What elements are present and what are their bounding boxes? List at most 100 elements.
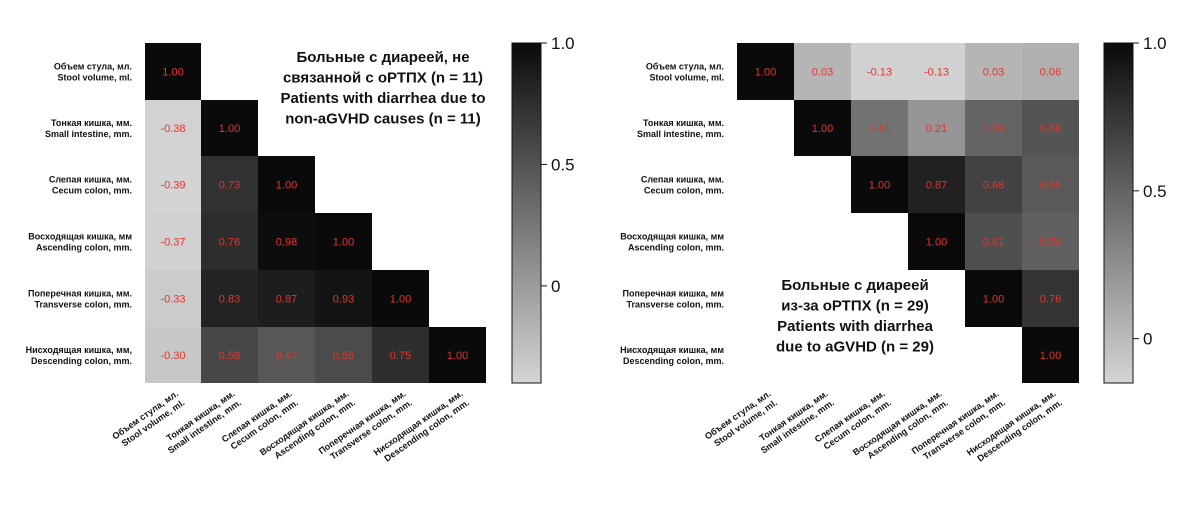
heatmap-cell (315, 270, 372, 327)
cell-value-label: 0.55 (333, 350, 354, 362)
cell-value-label: -0.38 (160, 123, 185, 135)
heatmap-cell (258, 270, 315, 327)
heatmap-cell (372, 270, 429, 327)
heatmap-cell (1022, 327, 1079, 383)
cell-value-label: 1.00 (926, 237, 947, 249)
column-labels: Объем стула, мл.Stool volume, ml.Тонкая … (110, 388, 471, 463)
cell-value-label: 0.93 (333, 294, 354, 306)
cell-value-label: 0.49 (983, 123, 1004, 135)
row-label: Тонкая кишка, мм. Small intestine, mm. (45, 118, 132, 139)
heatmap-cell (965, 43, 1022, 100)
cell-value-label: 0.83 (219, 294, 240, 306)
row-label: Нисходящая кишка, мм Descending colon, mm… (620, 345, 724, 366)
cell-value-label: 0.76 (219, 237, 240, 249)
colorbar-tick-label: 1.0 (1143, 34, 1167, 53)
heatmap-cell (908, 43, 965, 100)
row-label: Объем стула, мл. Stool volume, ml. (646, 62, 724, 83)
heatmap-cell (908, 213, 965, 270)
heatmap-cell (1022, 43, 1079, 100)
row-labels: Объем стула, мл. Stool volume, ml. Тонкая … (26, 62, 133, 367)
heatmap-cell (794, 100, 851, 156)
heatmap-cell (201, 270, 258, 327)
row-label: Слепая кишка, мм. Cecum colon, mm. (49, 175, 132, 196)
heatmap-cell (965, 270, 1022, 327)
cell-value-label: -0.30 (160, 350, 185, 362)
row-label: Слепая кишка, мм. Cecum colon, mm. (641, 175, 724, 196)
heatmap-cell (794, 43, 851, 100)
cell-value-label: 1.00 (869, 180, 890, 192)
heatmap-cell (258, 213, 315, 270)
row-label: Нисходящая кишка, мм, Descending colon, m… (26, 345, 132, 366)
cell-value-label: 0.03 (983, 67, 1004, 79)
heatmap-cell (851, 156, 908, 213)
cell-value-label: 1.00 (276, 180, 297, 192)
heatmap-cells: 1.00 0.03 -0.13 -0.13 0.03 0.06 1.00 0.41 0.21 0.… (737, 43, 1079, 383)
cell-value-label: -0.13 (867, 67, 892, 79)
cell-value-label: 0.73 (219, 180, 240, 192)
heatmap-non-agvhd: 1.00-0.38 1.00-0.39 0.73 1.00-0.37 0.76 0.98 1… (26, 34, 575, 464)
cell-value-label: 0.87 (926, 180, 947, 192)
cell-value-label: -0.37 (160, 237, 185, 249)
cell-value-label: -0.33 (160, 294, 185, 306)
heatmap-cell (145, 327, 201, 383)
heatmap-cell (908, 156, 965, 213)
cell-value-label: 0.47 (276, 350, 297, 362)
heatmap-cell (1022, 156, 1079, 213)
cell-value-label: 0.55 (1040, 180, 1061, 192)
heatmap-cell (201, 213, 258, 270)
cell-value-label: 1.00 (447, 350, 468, 362)
heatmap-cell (1022, 270, 1079, 327)
cell-value-label: 0.21 (926, 123, 947, 135)
heatmap-cell (1022, 213, 1079, 270)
heatmap-cell (965, 156, 1022, 213)
colorbar: 1.0 0.5 0 (511, 34, 575, 384)
chart-title: Больные с диареей, не связанной с оРТПХ (… (280, 49, 485, 128)
row-label: Поперечная кишка, мм Transverse colon, mm… (623, 289, 725, 310)
cell-value-label: 1.00 (162, 67, 183, 79)
heatmap-agvhd: 1.00 0.03 -0.13 -0.13 0.03 0.06 1.00 0.41 0.21 0.… (620, 34, 1167, 464)
heatmap-cell (145, 213, 201, 270)
colorbar-tick-label: 0.5 (1143, 182, 1167, 201)
heatmap-cell (965, 100, 1022, 156)
cell-value-label: 0.58 (1040, 123, 1061, 135)
colorbar-tick-label: 0 (551, 277, 560, 296)
row-labels: Объем стула, мл. Stool volume, ml. Тонкая … (620, 62, 724, 367)
cell-value-label: 1.00 (219, 123, 240, 135)
heatmap-cell (315, 327, 372, 383)
heatmap-cell (201, 156, 258, 213)
heatmap-cell (851, 100, 908, 156)
cell-value-label: 0.68 (983, 180, 1004, 192)
chart-title: Больные с диареей из-за оРТПХ (n = 29) Pat… (776, 277, 934, 356)
colorbar-tick-label: 1.0 (551, 34, 575, 53)
cell-value-label: 0.58 (219, 350, 240, 362)
heatmap-cell (908, 100, 965, 156)
row-label: Поперечная кишка, мм. Transverse colon, m… (28, 289, 132, 310)
row-label: Тонкая кишка, мм. Small intestine, mm. (637, 118, 724, 139)
heatmap-cell (1022, 100, 1079, 156)
heatmap-cell (258, 327, 315, 383)
heatmap-cell (851, 43, 908, 100)
cell-value-label: 1.00 (1040, 350, 1061, 362)
row-label: Восходящая кишка, мм Ascending colon, mm. (620, 232, 724, 253)
heatmap-cell (737, 43, 794, 100)
heatmap-cell (315, 213, 372, 270)
colorbar-gradient (511, 42, 542, 384)
cell-value-label: 1.00 (755, 67, 776, 79)
cell-value-label: 0.03 (812, 67, 833, 79)
colorbar-gradient (1103, 42, 1134, 384)
column-labels: Объем стула, мл.Stool volume, ml.Тонкая … (703, 388, 1064, 463)
cell-value-label: -0.13 (924, 67, 949, 79)
colorbar: 1.0 0.5 0 (1103, 34, 1167, 384)
row-label: Восходящая кишка, мм Ascending colon, mm. (28, 232, 132, 253)
heatmap-cell (372, 327, 429, 383)
cell-value-label: 0.06 (1040, 67, 1061, 79)
cell-value-label: 0.41 (869, 123, 890, 135)
heatmap-cell (258, 156, 315, 213)
heatmap-cell (429, 327, 486, 383)
cell-value-label: 0.98 (276, 237, 297, 249)
heatmap-cell (201, 100, 258, 156)
heatmap-cell (201, 327, 258, 383)
cell-value-label: -0.39 (160, 180, 185, 192)
colorbar-tick-label: 0.5 (551, 155, 575, 174)
